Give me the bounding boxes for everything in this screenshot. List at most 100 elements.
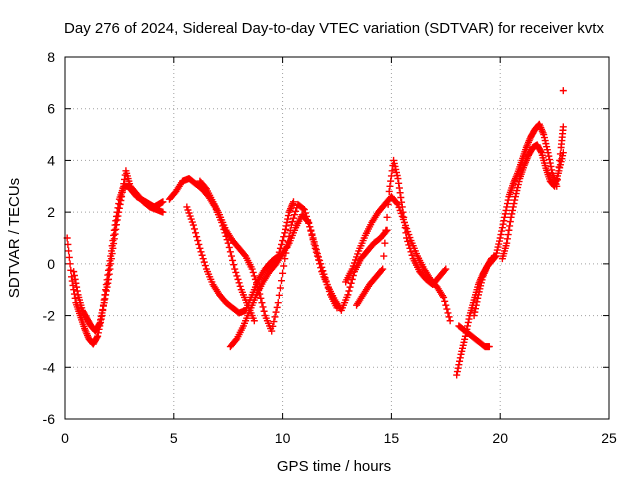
data-point	[279, 269, 287, 277]
data-point	[235, 279, 243, 287]
data-point	[383, 213, 391, 221]
data-point	[270, 318, 278, 326]
series-track-12	[498, 141, 567, 263]
data-point	[110, 226, 118, 234]
data-point	[110, 235, 118, 243]
series-track-11	[470, 120, 567, 320]
data-point	[402, 229, 410, 237]
data-point	[485, 343, 493, 351]
data-point	[505, 226, 513, 234]
data-point	[396, 189, 404, 197]
data-point	[547, 162, 555, 170]
data-point	[300, 206, 308, 214]
data-point	[225, 243, 233, 251]
data-point	[509, 203, 517, 211]
data-point	[102, 287, 110, 295]
data-point	[308, 231, 316, 239]
y-tick-label: 4	[47, 152, 55, 168]
data-point	[112, 217, 120, 225]
data-point	[100, 299, 108, 307]
data-point	[388, 167, 396, 175]
chart-title: Day 276 of 2024, Sidereal Day-to-day VTE…	[64, 20, 604, 37]
data-point	[446, 317, 454, 325]
y-tick-label: -4	[43, 359, 56, 375]
data-point	[465, 315, 473, 323]
data-point	[65, 247, 73, 255]
plot-frame	[64, 56, 610, 420]
x-tick-label: 5	[170, 430, 178, 446]
data-point	[189, 221, 197, 229]
data-point	[443, 305, 451, 313]
x-tick-label: 25	[601, 430, 617, 446]
data-point	[257, 294, 265, 302]
data-markers	[63, 87, 567, 379]
data-point	[386, 182, 394, 190]
data-point	[101, 295, 109, 303]
data-point	[315, 256, 323, 264]
data-point	[224, 239, 232, 247]
data-point	[496, 234, 504, 242]
data-point	[508, 210, 516, 218]
data-point	[381, 239, 389, 247]
data-point	[498, 224, 506, 232]
data-point	[70, 271, 78, 279]
data-point	[98, 309, 106, 317]
y-tick-label: 8	[47, 49, 55, 65]
data-point	[284, 215, 292, 223]
data-point	[305, 218, 313, 226]
data-point	[112, 221, 120, 229]
data-point	[271, 313, 279, 321]
data-point	[311, 244, 319, 252]
data-point	[406, 244, 414, 252]
data-point	[192, 229, 200, 237]
data-point	[99, 306, 107, 314]
data-point	[506, 222, 514, 230]
data-point	[511, 196, 519, 204]
data-point	[200, 258, 208, 266]
data-point	[64, 240, 72, 248]
data-point	[309, 236, 317, 244]
data-point	[289, 198, 297, 206]
data-point	[250, 317, 258, 325]
data-point	[544, 149, 552, 157]
series-track-6	[226, 211, 391, 351]
data-point	[384, 200, 392, 208]
y-tick-label: -2	[43, 308, 56, 324]
data-point	[236, 282, 244, 290]
data-point	[401, 224, 409, 232]
data-point	[344, 291, 352, 299]
data-point	[395, 179, 403, 187]
data-point	[108, 250, 116, 258]
data-point	[456, 357, 464, 365]
data-point	[272, 308, 280, 316]
data-point	[97, 316, 105, 324]
data-point	[445, 313, 453, 321]
data-point	[455, 361, 463, 369]
data-point	[111, 230, 119, 238]
data-point	[252, 279, 260, 287]
data-point	[66, 260, 74, 268]
y-tick-label: -6	[43, 411, 56, 427]
data-point	[96, 319, 104, 327]
data-point	[278, 240, 286, 248]
series-track-10	[455, 322, 493, 351]
data-point	[95, 321, 103, 329]
data-point	[379, 265, 387, 273]
data-point	[385, 187, 393, 195]
data-point	[559, 149, 567, 157]
data-point	[99, 302, 107, 310]
data-point	[404, 237, 412, 245]
data-point	[115, 204, 123, 212]
data-point	[288, 218, 296, 226]
data-point	[194, 237, 202, 245]
data-point	[299, 205, 307, 213]
data-point	[197, 248, 205, 256]
data-point	[73, 287, 81, 295]
data-point	[453, 368, 461, 376]
data-point	[273, 303, 281, 311]
data-point	[249, 268, 257, 276]
data-point	[275, 291, 283, 299]
data-point	[269, 322, 277, 330]
data-point	[232, 268, 240, 276]
